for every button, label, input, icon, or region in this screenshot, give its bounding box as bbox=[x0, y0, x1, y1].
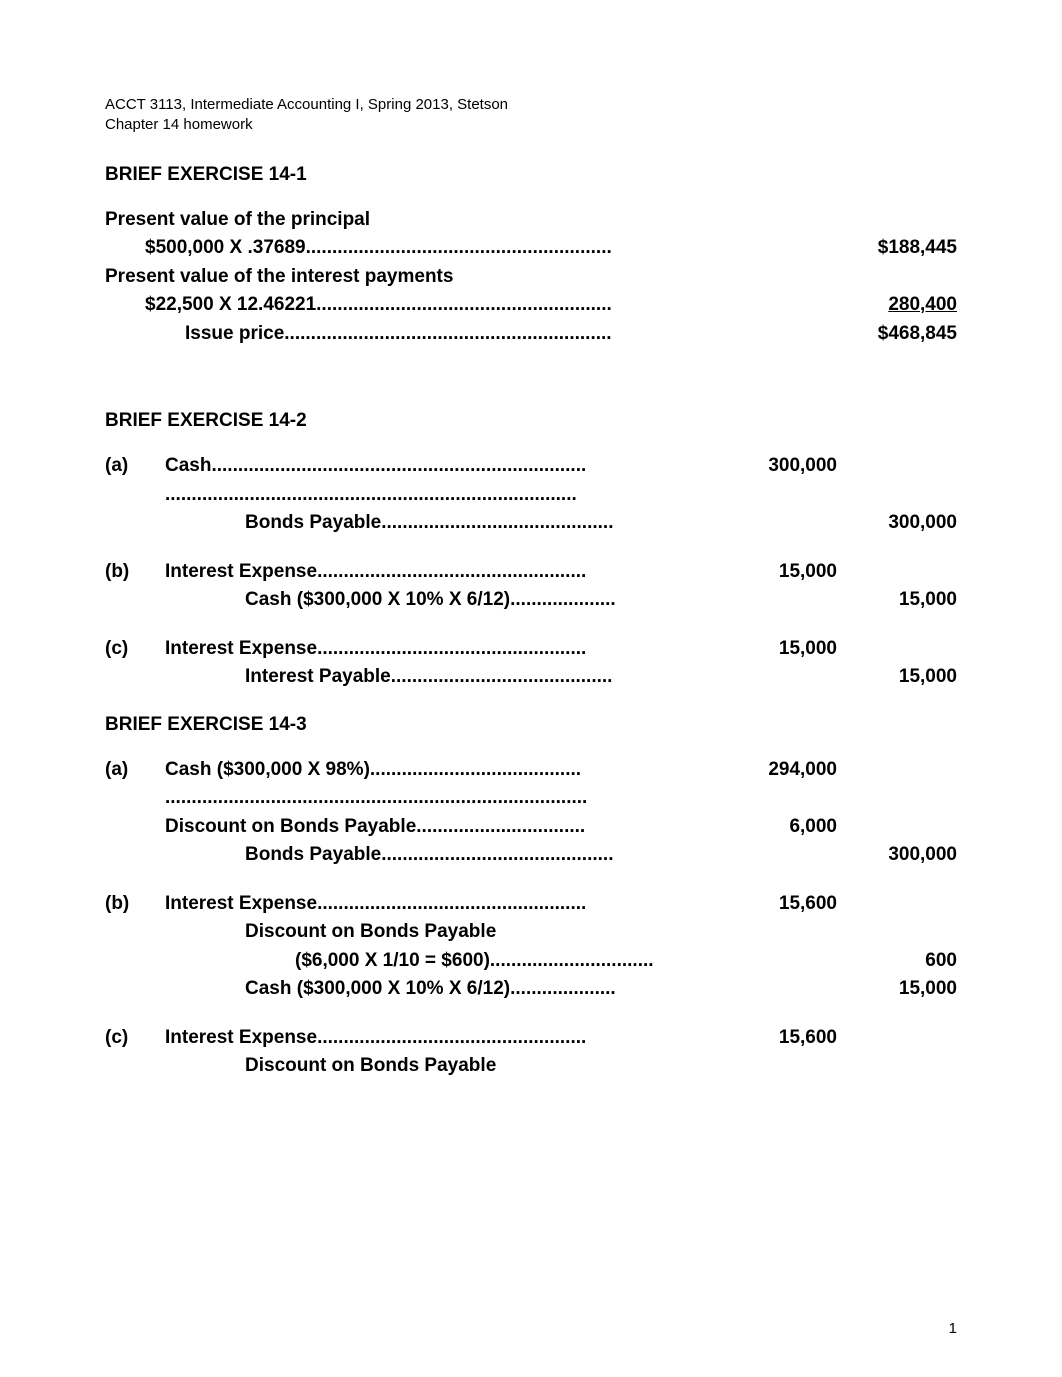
pv-interest-label: Present value of the interest payments bbox=[105, 263, 827, 292]
ex3-a-cash: (a) Cash ($300,000 X 98%)...............… bbox=[105, 756, 957, 785]
ex3-b-ie-val: 15,600 bbox=[707, 890, 837, 919]
issue-price-value: $468,845 bbox=[827, 320, 957, 349]
ex3-b-ie-label: Interest Expense........................… bbox=[165, 890, 707, 919]
ex3-b-ie: (b) Interest Expense....................… bbox=[105, 890, 957, 919]
ex3-a-marker: (a) bbox=[105, 756, 165, 785]
ex3-a-cash-val: 294,000 bbox=[707, 756, 837, 785]
ex3-a-dots-label: ........................................… bbox=[165, 784, 707, 813]
ex3-b-disc-calc-label: ($6,000 X 1/10 = $600)..................… bbox=[165, 947, 707, 976]
ex2-a-dots-label: ........................................… bbox=[165, 481, 707, 510]
ex3-b-disc-text: Discount on Bonds Payable bbox=[165, 918, 707, 947]
pv-interest-calc: $22,500 X 12.46221......................… bbox=[105, 291, 827, 320]
ex2-a-cash: (a) Cash................................… bbox=[105, 452, 957, 481]
ex2-c-marker: (c) bbox=[105, 635, 165, 664]
ex3-title: BRIEF EXERCISE 14-3 bbox=[105, 714, 957, 736]
ex3-b-cash: Cash ($300,000 X 10% X 6/12)............… bbox=[105, 975, 957, 1004]
ex2-c-ie: (c) Interest Expense....................… bbox=[105, 635, 957, 664]
pv-principal-label: Present value of the principal bbox=[105, 206, 827, 235]
ex3-a-disc: Discount on Bonds Payable...............… bbox=[105, 813, 957, 842]
ex3-c-ie-val: 15,600 bbox=[707, 1024, 837, 1053]
ex1-row3: Issue price.............................… bbox=[105, 320, 957, 349]
ex2-b-ie: (b) Interest Expense....................… bbox=[105, 558, 957, 587]
ex3-a-cash-label: Cash ($300,000 X 98%)...................… bbox=[165, 756, 707, 785]
ex2-b-cash-val: 15,000 bbox=[837, 586, 957, 615]
course-header-2: Chapter 14 homework bbox=[105, 115, 957, 135]
ex2-a-bp-val: 300,000 bbox=[837, 509, 957, 538]
issue-price-label: Issue price.............................… bbox=[105, 320, 827, 349]
page-number: 1 bbox=[949, 1320, 957, 1337]
course-header-1: ACCT 3113, Intermediate Accounting I, Sp… bbox=[105, 95, 957, 115]
ex2-title: BRIEF EXERCISE 14-2 bbox=[105, 410, 957, 432]
pv-principal-calc: $500,000 X .37689.......................… bbox=[105, 234, 827, 263]
ex3-c-ie: (c) Interest Expense....................… bbox=[105, 1024, 957, 1053]
ex3-c-marker: (c) bbox=[105, 1024, 165, 1053]
ex3-b-disc-val: 600 bbox=[837, 947, 957, 976]
ex2-c-ie-label: Interest Expense........................… bbox=[165, 635, 707, 664]
ex1-title: BRIEF EXERCISE 14-1 bbox=[105, 164, 957, 186]
ex1-row2-label: Present value of the interest payments bbox=[105, 263, 957, 292]
ex2-a-cash-label: Cash....................................… bbox=[165, 452, 707, 481]
ex3-b-cash-val: 15,000 bbox=[837, 975, 957, 1004]
ex2-c-ip-val: 15,000 bbox=[837, 663, 957, 692]
ex2-a-bp-label: Bonds Payable...........................… bbox=[165, 509, 707, 538]
ex2-a-marker: (a) bbox=[105, 452, 165, 481]
ex1-row1-label: Present value of the principal bbox=[105, 206, 957, 235]
ex2-b-ie-val: 15,000 bbox=[707, 558, 837, 587]
pv-interest-value: 280,400 bbox=[827, 291, 957, 320]
ex3-c-ie-label: Interest Expense........................… bbox=[165, 1024, 707, 1053]
ex2-b-marker: (b) bbox=[105, 558, 165, 587]
ex2-b-cash-label: Cash ($300,000 X 10% X 6/12)............… bbox=[165, 586, 707, 615]
ex2-b-ie-label: Interest Expense........................… bbox=[165, 558, 707, 587]
ex2-a-bp: Bonds Payable...........................… bbox=[105, 509, 957, 538]
ex2-a-cash-val: 300,000 bbox=[707, 452, 837, 481]
ex2-c-ip: Interest Payable........................… bbox=[105, 663, 957, 692]
ex3-a-dots: ........................................… bbox=[105, 784, 957, 813]
ex2-b-cash: Cash ($300,000 X 10% X 6/12)............… bbox=[105, 586, 957, 615]
ex3-a-disc-label: Discount on Bonds Payable...............… bbox=[165, 813, 707, 842]
ex3-b-disc-label: Discount on Bonds Payable bbox=[105, 918, 957, 947]
ex3-a-bp-val: 300,000 bbox=[837, 841, 957, 870]
ex3-b-cash-label: Cash ($300,000 X 10% X 6/12)............… bbox=[165, 975, 707, 1004]
ex1-row1-sub: $500,000 X .37689.......................… bbox=[105, 234, 957, 263]
ex1-row2-sub: $22,500 X 12.46221......................… bbox=[105, 291, 957, 320]
ex2-a-dots: ........................................… bbox=[105, 481, 957, 510]
ex3-c-disc-label: Discount on Bonds Payable bbox=[105, 1052, 957, 1081]
ex3-b-marker: (b) bbox=[105, 890, 165, 919]
ex2-c-ip-label: Interest Payable........................… bbox=[165, 663, 707, 692]
ex3-b-disc-calc: ($6,000 X 1/10 = $600)..................… bbox=[105, 947, 957, 976]
ex3-a-bp-label: Bonds Payable...........................… bbox=[165, 841, 707, 870]
ex2-c-ie-val: 15,000 bbox=[707, 635, 837, 664]
ex3-a-bp: Bonds Payable...........................… bbox=[105, 841, 957, 870]
pv-principal-value: $188,445 bbox=[827, 234, 957, 263]
ex3-a-disc-val: 6,000 bbox=[707, 813, 837, 842]
ex3-c-disc-text: Discount on Bonds Payable bbox=[165, 1052, 707, 1081]
